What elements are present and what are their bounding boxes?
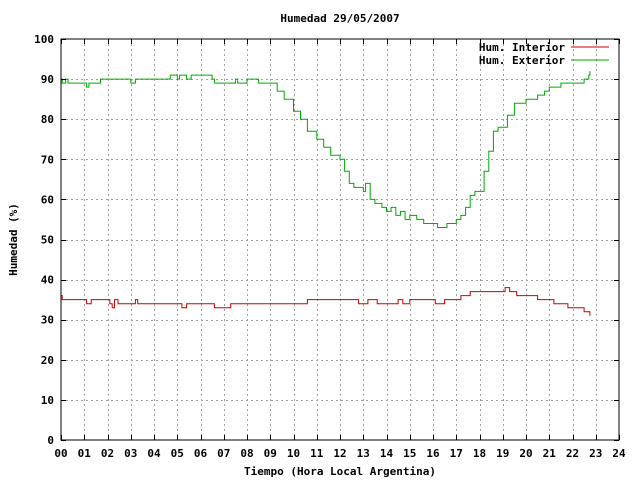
x-tick-label: 16 [426,447,440,460]
series-line-exterior [61,71,591,228]
tick-labels: 00 01 02 03 04 05 06 07 08 09 10 11 12 13 14 15 16 17 18 19… [34,33,626,460]
ticks [61,39,620,441]
x-tick-label: 11 [310,447,324,460]
x-tick-label: 21 [543,447,557,460]
y-tick-label: 60 [41,193,54,206]
y-tick-label: 20 [41,354,54,367]
x-tick-label: 04 [147,447,161,460]
x-tick-label: 03 [124,447,137,460]
x-tick-label: 13 [357,447,370,460]
x-axis-label: Tiempo (Hora Local Argentina) [244,465,436,478]
x-tick-label: 19 [496,447,509,460]
x-tick-label: 12 [333,447,346,460]
x-tick-label: 09 [264,447,277,460]
y-tick-label: 10 [41,394,54,407]
x-tick-label: 08 [240,447,253,460]
x-tick-label: 15 [403,447,416,460]
grid [61,39,619,440]
x-tick-label: 23 [589,447,602,460]
legend-label-exterior: Hum. Exterior [479,54,565,67]
x-tick-label: 20 [519,447,532,460]
y-tick-label: 80 [41,113,54,126]
x-tick-label: 17 [450,447,463,460]
x-tick-label: 07 [217,447,230,460]
x-tick-label: 00 [54,447,67,460]
x-tick-label: 24 [612,447,626,460]
x-tick-label: 01 [78,447,92,460]
x-tick-label: 06 [194,447,208,460]
y-tick-label: 40 [41,274,54,287]
series-line-interior [61,287,591,316]
y-tick-label: 70 [41,153,54,166]
y-tick-label: 90 [41,73,54,86]
y-tick-label: 0 [47,434,54,447]
chart-title: Humedad 29/05/2007 [280,12,399,25]
x-tick-label: 18 [473,447,486,460]
series-group [61,71,591,316]
y-tick-label: 50 [41,234,54,247]
legend-label-interior: Hum. Interior [479,41,565,54]
y-tick-label: 30 [41,314,54,327]
y-axis-label: Humedad (%) [7,203,20,276]
x-tick-label: 22 [566,447,579,460]
y-tick-label: 100 [34,33,54,46]
x-tick-label: 05 [171,447,184,460]
x-tick-label: 14 [380,447,394,460]
x-tick-label: 10 [287,447,300,460]
x-tick-label: 02 [101,447,114,460]
legend: Hum. Interior Hum. Exterior [479,41,609,67]
